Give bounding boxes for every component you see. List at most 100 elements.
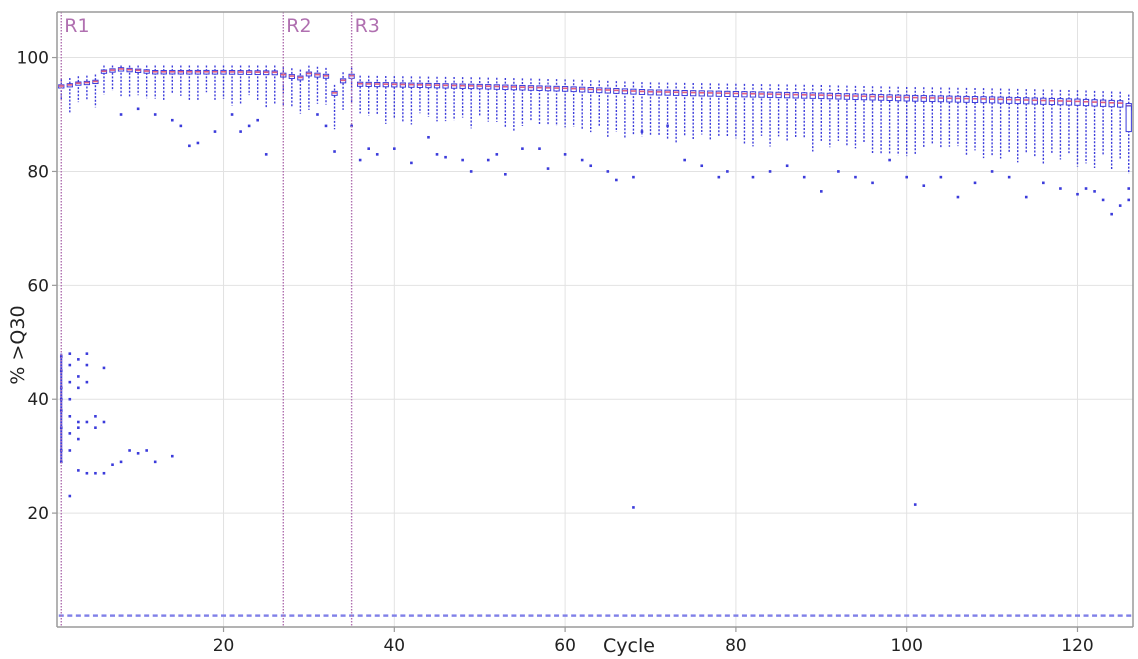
- box-cycle: [988, 88, 996, 156]
- box-cycle: [305, 65, 313, 110]
- box-cycle: [561, 79, 569, 128]
- box-cycle: [519, 78, 526, 126]
- floor-point: [332, 614, 338, 617]
- outlier-point: [683, 158, 686, 162]
- outlier-point: [316, 113, 319, 116]
- floor-point: [169, 614, 175, 617]
- floor-point: [1049, 614, 1055, 617]
- outlier-point: [905, 175, 908, 179]
- outlier-point: [546, 167, 550, 170]
- box-body-final: [1125, 105, 1132, 133]
- box-cycle: [1099, 91, 1107, 156]
- box-cycle: [724, 83, 731, 138]
- floor-point: [912, 614, 918, 617]
- outlier-point: [785, 164, 789, 168]
- box-cycle: [869, 86, 876, 155]
- box-cycle: [314, 66, 321, 104]
- box-cycle: [912, 87, 919, 155]
- box-cycle: [331, 84, 338, 130]
- outlier-point: [1110, 212, 1113, 216]
- box-cycle: [903, 86, 910, 157]
- box-cycle: [732, 83, 740, 139]
- box-cycle: [715, 83, 722, 137]
- box-cycle: [160, 65, 167, 102]
- floor-point: [1040, 614, 1046, 617]
- outlier-point: [461, 158, 464, 162]
- x-axis-label: Cycle: [603, 635, 655, 657]
- floor-point: [588, 614, 594, 617]
- outlier-point: [1127, 198, 1131, 202]
- axes: [56, 11, 1134, 628]
- outlier-point: [59, 355, 63, 358]
- floor-point: [1100, 614, 1106, 617]
- outlier-point: [68, 352, 72, 355]
- outlier-point: [469, 170, 473, 173]
- box-cycle: [630, 81, 637, 136]
- box-cycle: [877, 86, 885, 155]
- floor-point: [929, 614, 935, 617]
- outlier-point: [153, 460, 157, 464]
- outlier-point: [247, 124, 251, 128]
- box-cycle: [783, 84, 791, 142]
- y-tick-label: 20: [27, 504, 49, 524]
- outlier-point: [538, 147, 541, 150]
- grid-lines: [57, 12, 1133, 627]
- box-cycle: [1108, 91, 1115, 170]
- floor-point: [630, 614, 636, 617]
- outlier-point: [666, 124, 669, 128]
- outlier-point: [768, 170, 772, 173]
- box-cycle: [929, 87, 936, 145]
- box-cycle: [997, 88, 1004, 159]
- outlier-point: [77, 386, 80, 390]
- floor-point: [229, 614, 235, 617]
- read-markers: R1 R2 R3: [60, 12, 380, 627]
- outlier-point: [1084, 187, 1088, 190]
- box-cycle: [604, 80, 611, 138]
- outlier-point: [77, 375, 80, 378]
- box-cycle: [339, 72, 347, 110]
- box-cycle: [271, 65, 278, 105]
- floor-point: [545, 614, 551, 617]
- box-cycle: [1057, 89, 1064, 160]
- outlier-point: [444, 155, 447, 159]
- floor-point: [827, 614, 833, 617]
- floor-point: [981, 614, 987, 617]
- box-cycle: [809, 84, 816, 152]
- box-cycle: [203, 65, 210, 93]
- outlier-point: [632, 175, 635, 179]
- outlier-point: [59, 460, 63, 464]
- box-cycle: [194, 65, 202, 102]
- floor-point: [887, 614, 893, 617]
- outlier-point: [94, 426, 97, 429]
- x-tick-label: 100: [890, 636, 922, 656]
- outlier-point: [521, 147, 524, 150]
- box-cycle: [433, 76, 441, 122]
- outlier-point: [213, 130, 217, 133]
- outlier-point: [956, 195, 960, 199]
- box-cycle: [749, 83, 757, 147]
- outlier-point: [68, 432, 72, 435]
- outlier-point: [1042, 181, 1045, 185]
- floor-point: [1109, 614, 1115, 617]
- floor-point: [596, 614, 602, 617]
- box-cycle: [852, 85, 859, 149]
- box-cycle: [254, 65, 261, 102]
- y-tick-label: 60: [27, 276, 49, 296]
- box-cycle: [374, 75, 381, 115]
- outlier-point: [256, 118, 259, 122]
- box-cycle: [647, 82, 654, 136]
- outlier-point: [1093, 190, 1096, 193]
- box-cycle: [468, 77, 475, 129]
- box-cycle: [963, 87, 970, 156]
- box-cycle: [1023, 89, 1030, 154]
- outlier-point: [85, 471, 89, 475]
- box-cycle: [288, 68, 295, 108]
- box-cycle: [971, 88, 979, 151]
- box-cycle: [1006, 88, 1013, 153]
- box-cycle: [1040, 89, 1047, 165]
- floor-point: [613, 614, 619, 617]
- floor-point: [391, 614, 397, 617]
- floor-point: [622, 614, 628, 617]
- floor-point: [1066, 614, 1072, 617]
- outlier-point: [119, 460, 123, 464]
